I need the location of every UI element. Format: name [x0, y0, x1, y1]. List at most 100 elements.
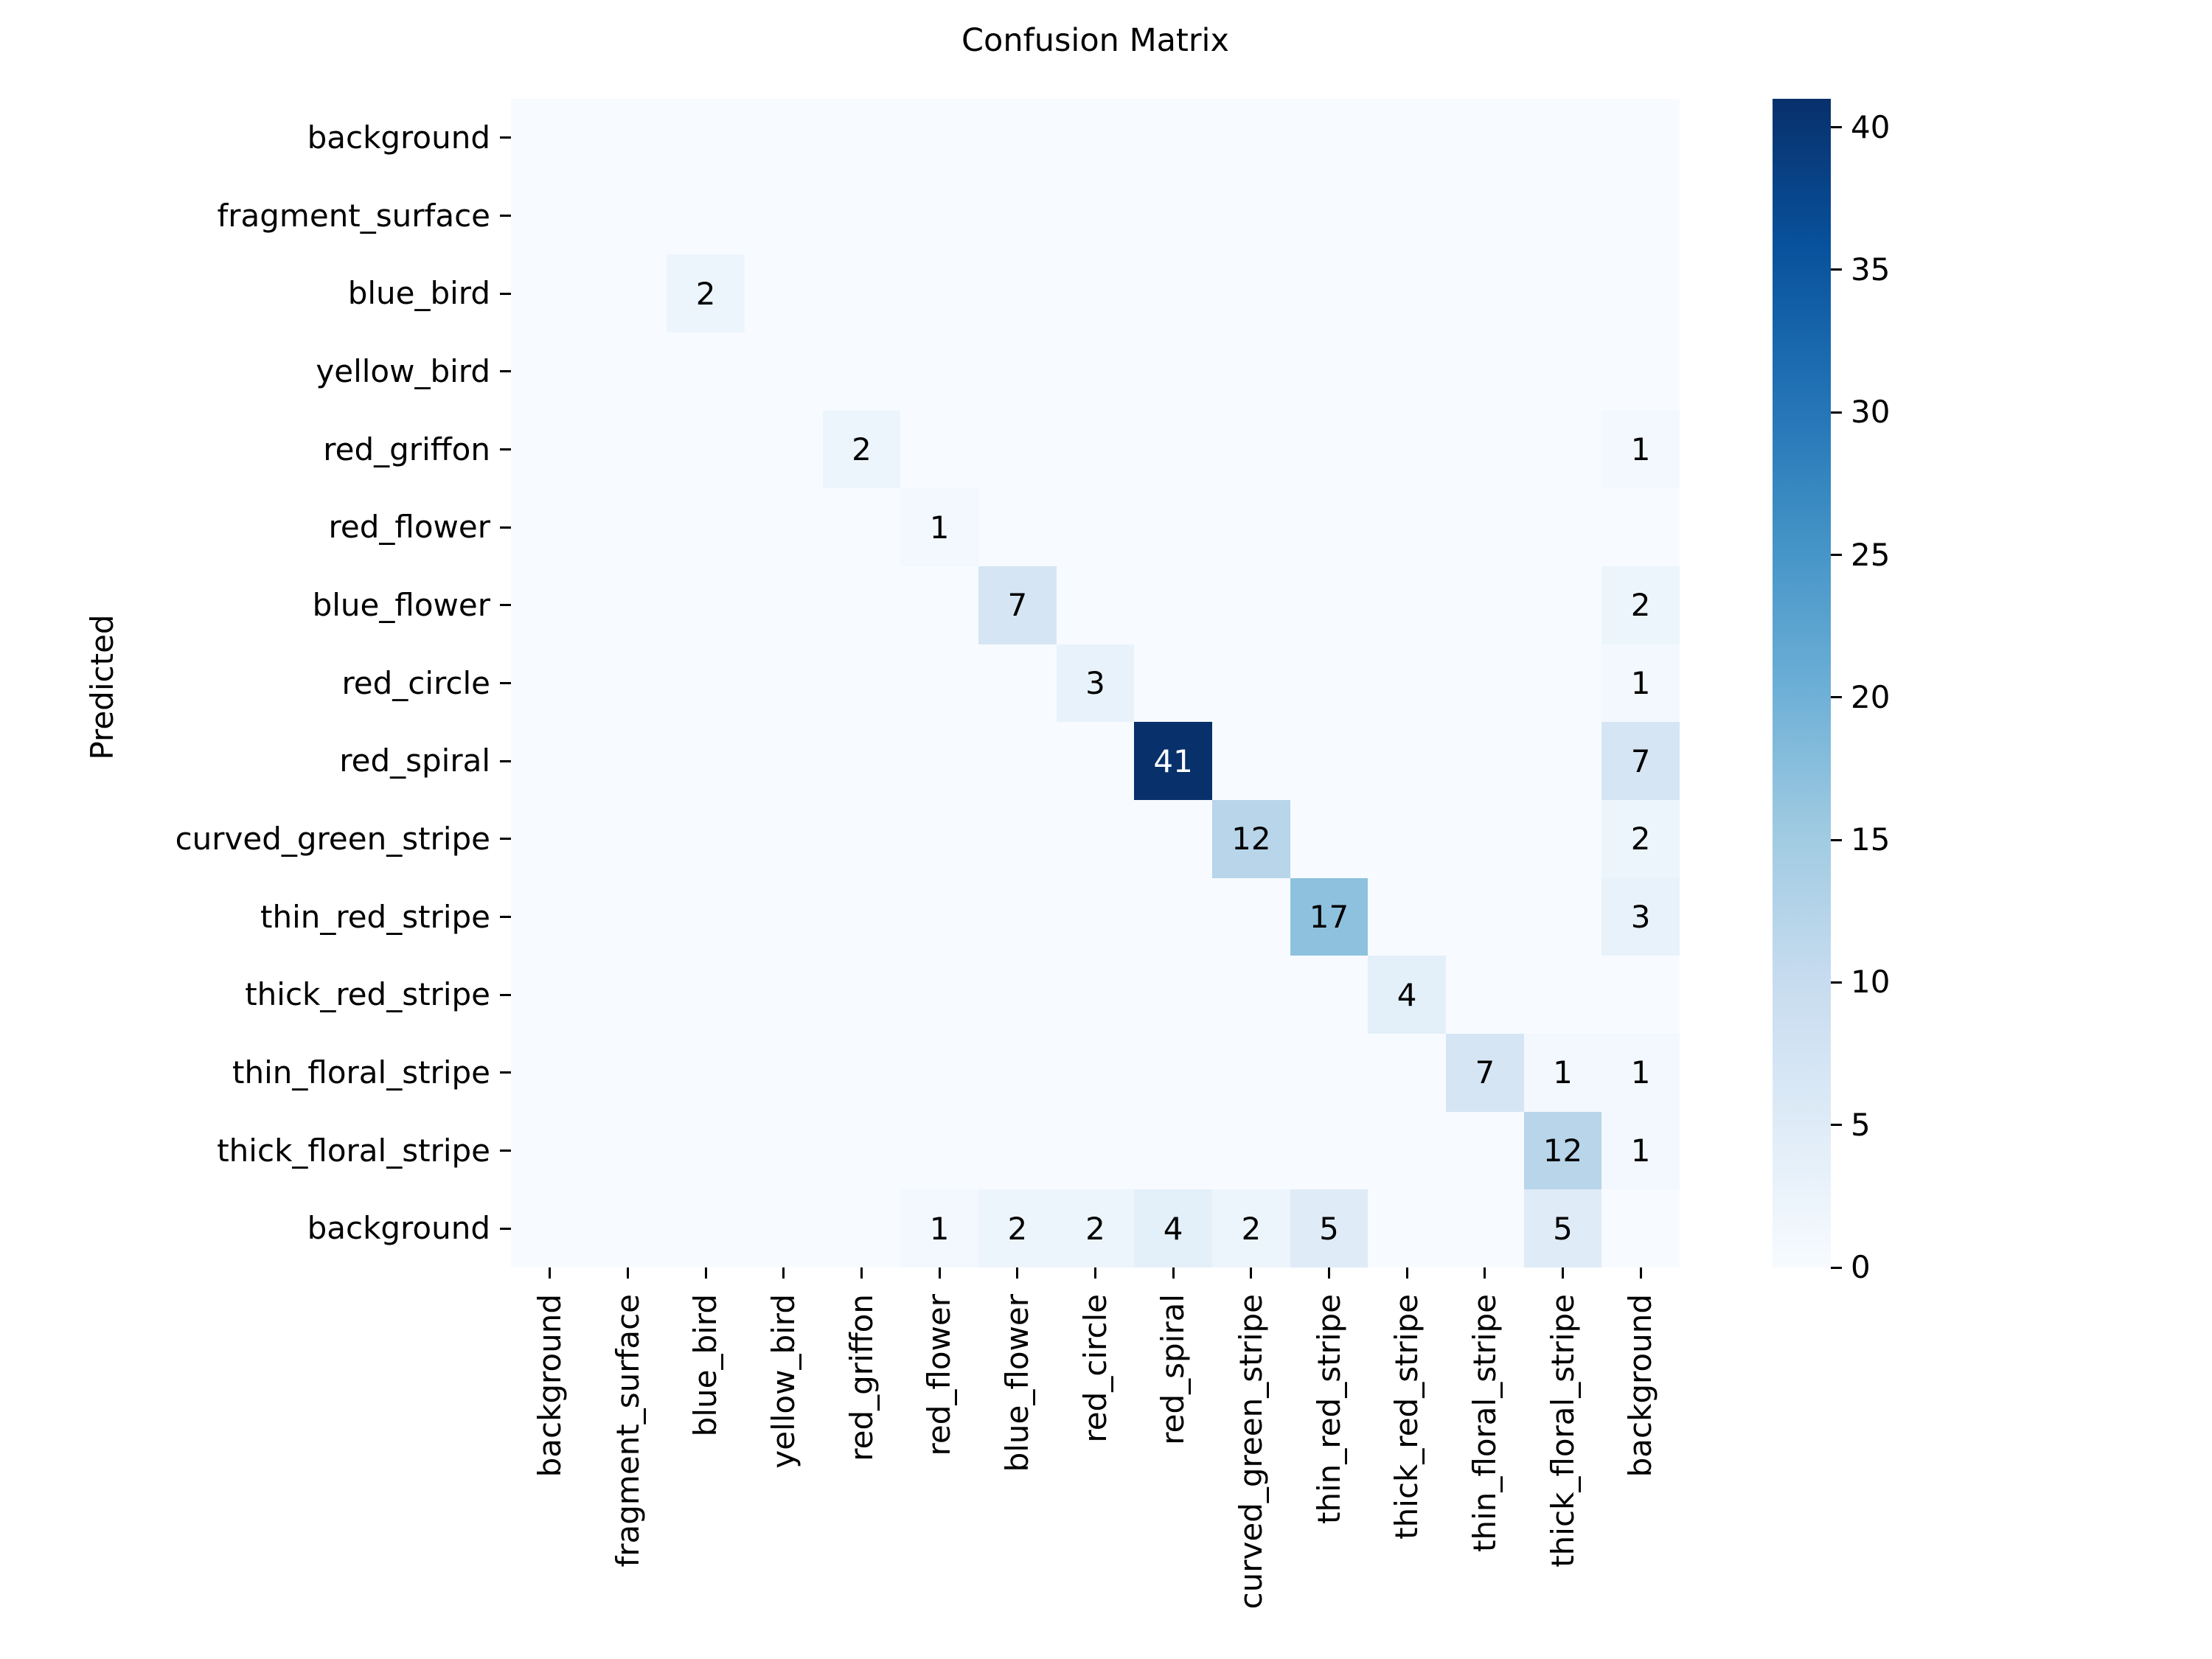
heatmap-cell: [978, 644, 1057, 723]
colorbar: [1773, 99, 1831, 1267]
y-axis-tick-labels: background fragment_surface blue_bird yello…: [0, 99, 490, 1267]
heatmap-cell: [1134, 644, 1212, 723]
heatmap-cell: [511, 722, 589, 800]
heatmap-cell: [744, 332, 823, 411]
colorbar-tick-mark: [1831, 1124, 1842, 1127]
heatmap-cell: [978, 722, 1057, 800]
heatmap-cell: [1134, 877, 1212, 956]
colorbar-tick-label: 30: [1851, 394, 1891, 431]
heatmap-cell: [1445, 1189, 1524, 1267]
heatmap-cell: [1445, 644, 1524, 723]
heatmap-cell: [1134, 799, 1212, 878]
heatmap-cell: [1211, 332, 1290, 411]
heatmap-cell: [667, 877, 745, 956]
heatmap-cell: [1601, 1189, 1680, 1267]
heatmap-cell: 17: [1290, 877, 1368, 956]
heatmap-cell: [822, 1189, 901, 1267]
heatmap-cell: [900, 410, 978, 489]
y-tick-label: red_circle: [341, 664, 490, 701]
heatmap-cell: [1056, 722, 1135, 800]
heatmap-cell: [1211, 956, 1290, 1034]
heatmap-cell: [1211, 99, 1290, 177]
heatmap-cell: [1523, 799, 1602, 878]
heatmap-cell: [1134, 99, 1212, 177]
heatmap-cell: [978, 332, 1057, 411]
heatmap-cell: [822, 877, 901, 956]
heatmap-cell: [822, 1033, 901, 1112]
y-tick-mark: [500, 916, 511, 918]
heatmap-cell: [1056, 1033, 1135, 1112]
y-tick-mark: [500, 682, 511, 684]
heatmap-cell: 4: [1368, 956, 1446, 1034]
heatmap-cell: [1445, 566, 1524, 644]
heatmap-cell: [744, 1189, 823, 1267]
heatmap-cell: [1290, 176, 1368, 255]
x-tick-mark: [860, 1267, 863, 1279]
heatmap-cell: [744, 877, 823, 956]
heatmap-cell: [1368, 877, 1446, 956]
heatmap-cell: [1056, 488, 1135, 566]
heatmap-cell: [1290, 1111, 1368, 1190]
heatmap-cell: [822, 566, 901, 644]
heatmap-cell: [900, 644, 978, 723]
heatmap-cell: [1134, 410, 1212, 489]
heatmap-cell: [1445, 1111, 1524, 1190]
y-tick-mark: [500, 1071, 511, 1074]
heatmap-cell: [744, 799, 823, 878]
colorbar-tick-mark: [1831, 268, 1842, 271]
heatmap-cell: [1211, 644, 1290, 723]
colorbar-tick-label: 5: [1851, 1106, 1871, 1143]
colorbar-tick-mark: [1831, 1266, 1842, 1269]
heatmap-cell: [1290, 722, 1368, 800]
heatmap-cell: [511, 956, 589, 1034]
heatmap-cell: [1056, 99, 1135, 177]
heatmap-cell: [1056, 332, 1135, 411]
heatmap-cell: [822, 488, 901, 566]
heatmap-cell: 1: [900, 488, 978, 566]
y-tick-mark: [500, 1227, 511, 1230]
heatmap-cell: [588, 410, 667, 489]
heatmap-cell: [1445, 254, 1524, 333]
heatmap-cell: [744, 644, 823, 723]
heatmap-cell: [1445, 722, 1524, 800]
y-tick-mark: [500, 215, 511, 217]
colorbar-tick-label: 25: [1851, 536, 1891, 573]
y-tick-label: background: [307, 119, 490, 156]
y-tick-label: curved_green_stripe: [175, 820, 490, 857]
heatmap-cell: [1368, 722, 1446, 800]
heatmap-cell: [744, 1111, 823, 1190]
heatmap-cell: [1445, 877, 1524, 956]
heatmap-cell: [1290, 254, 1368, 333]
y-tick-mark: [500, 136, 511, 139]
heatmap-cell: [588, 566, 667, 644]
heatmap-cell: [511, 488, 589, 566]
heatmap-cell: [744, 99, 823, 177]
heatmap-cell: [978, 488, 1057, 566]
y-tick-mark: [500, 604, 511, 607]
heatmap-cell: [588, 644, 667, 723]
y-tick-label: thick_floral_stripe: [217, 1132, 490, 1169]
heatmap-cell: [1523, 644, 1602, 723]
heatmap-cell: [1134, 566, 1212, 644]
heatmap-cell: [822, 1111, 901, 1190]
heatmap-cell: [1290, 410, 1368, 489]
heatmap-cell: [822, 722, 901, 800]
heatmap-cell: [1368, 1189, 1446, 1267]
x-tick-mark: [1484, 1267, 1486, 1279]
heatmap-cell: [1056, 176, 1135, 255]
heatmap-cell: 1: [1601, 644, 1680, 723]
y-tick-label: blue_flower: [312, 586, 490, 623]
heatmap-cell: [978, 799, 1057, 878]
heatmap-cell: [822, 799, 901, 878]
heatmap-cell: [588, 877, 667, 956]
heatmap-cell: [900, 722, 978, 800]
heatmap-cell: [1056, 799, 1135, 878]
heatmap-cell: [1368, 488, 1446, 566]
heatmap-cell: [1290, 488, 1368, 566]
colorbar-tick-mark: [1831, 411, 1842, 414]
heatmap-cell: [511, 1033, 589, 1112]
heatmap-cell: [588, 799, 667, 878]
heatmap-cell: 5: [1523, 1189, 1602, 1267]
heatmap-cell: [667, 176, 745, 255]
heatmap-cell: [1134, 488, 1212, 566]
